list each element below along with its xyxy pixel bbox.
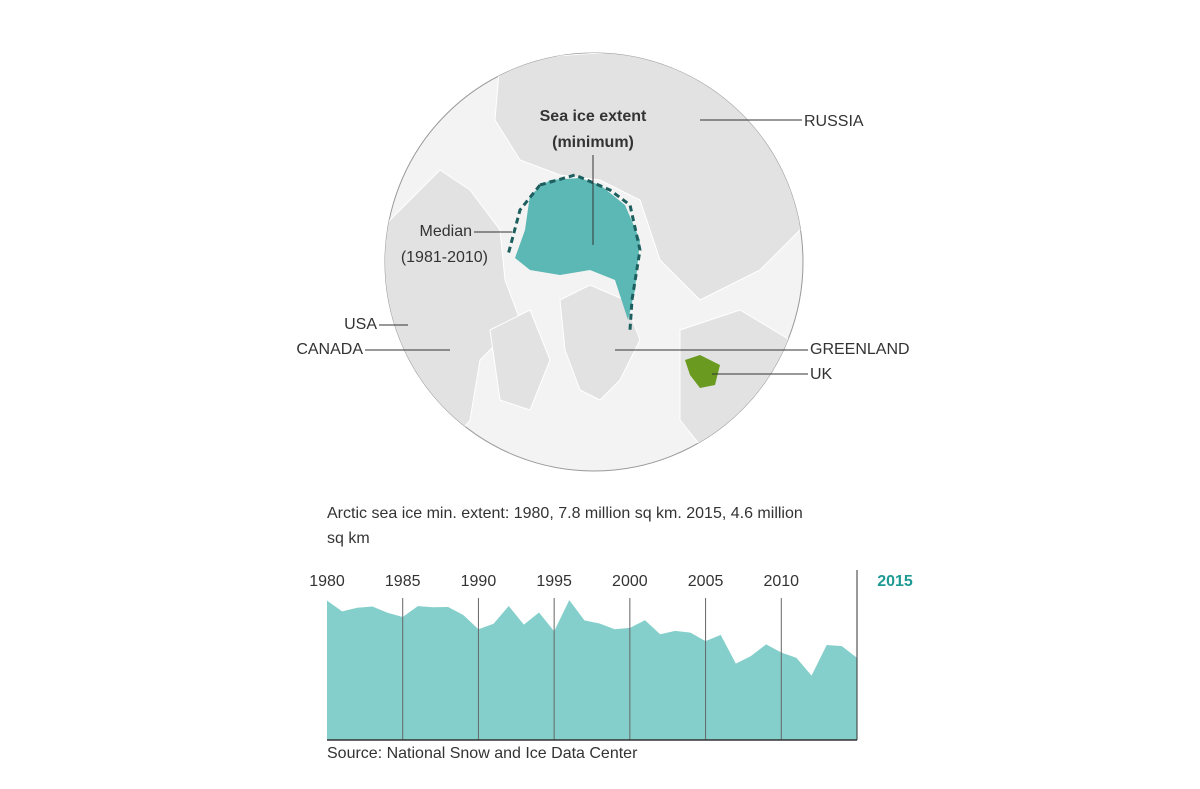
map: Sea ice extent (minimum) Median (1981-20…	[296, 52, 910, 472]
x-tick-label: 1985	[385, 573, 421, 590]
ice-label: Sea ice extent	[540, 108, 647, 125]
area	[327, 600, 857, 740]
x-tick-label: 1990	[461, 573, 497, 590]
sea-ice	[515, 178, 640, 320]
median-label: (1981-2010)	[401, 249, 488, 266]
x-tick-label: 2010	[763, 573, 799, 590]
x-tick-label: 1995	[536, 573, 572, 590]
country-label: GREENLAND	[810, 341, 910, 358]
median-label: Median	[420, 223, 472, 240]
country-label: RUSSIA	[804, 113, 864, 130]
x-tick-label: 2000	[612, 573, 648, 590]
country-label: CANADA	[296, 341, 363, 358]
chart-title: sq km	[327, 530, 370, 547]
ice-label: (minimum)	[552, 134, 634, 151]
chart-title: Arctic sea ice min. extent: 1980, 7.8 mi…	[327, 505, 803, 522]
source: Source: National Snow and Ice Data Cente…	[327, 745, 638, 762]
x-tick-label: 1980	[309, 573, 345, 590]
x-tick-label: 2015	[877, 573, 913, 590]
x-tick-label: 2005	[688, 573, 724, 590]
country-label: UK	[810, 366, 833, 383]
country-label: USA	[344, 316, 377, 333]
median-line	[506, 173, 642, 331]
uk-shape	[685, 355, 720, 388]
